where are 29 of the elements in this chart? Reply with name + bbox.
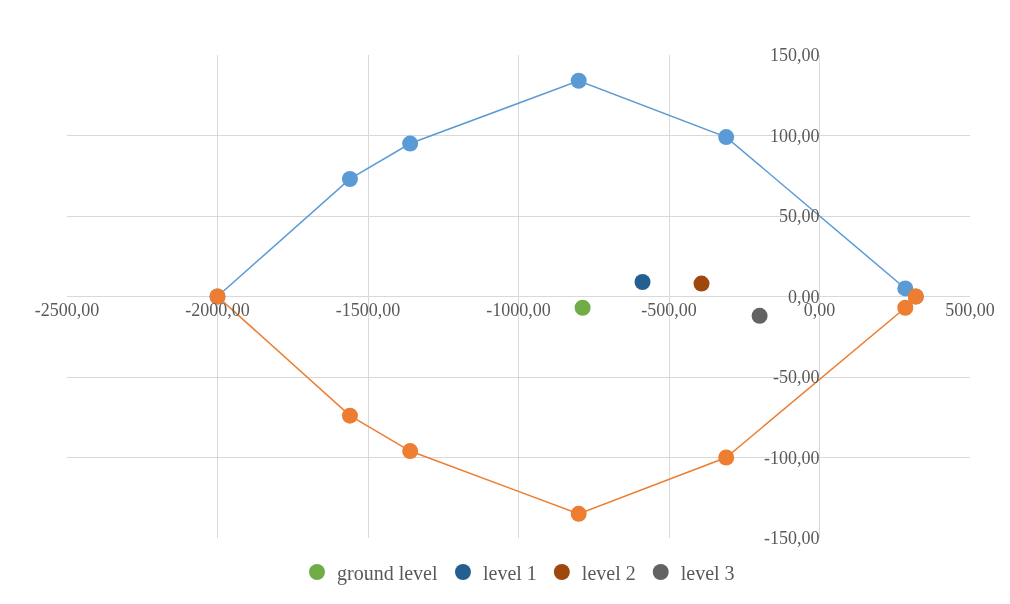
- point: [634, 274, 651, 290]
- legend-label: level 1: [482, 561, 537, 584]
- point: [693, 275, 710, 292]
- point: [574, 299, 591, 316]
- y-tick-label: -100,00: [764, 447, 820, 468]
- y-tick-label: 100,00: [770, 125, 820, 146]
- y-tick-label: 50,00: [779, 206, 820, 227]
- point: [402, 135, 419, 152]
- point: [718, 129, 735, 146]
- x-tick-label: 500,00: [945, 299, 995, 320]
- point: [402, 443, 419, 460]
- x-tick-label: -1500,00: [335, 299, 401, 320]
- y-tick-label: 150,00: [770, 45, 820, 66]
- point: [897, 280, 914, 297]
- y-tick-label: -50,00: [773, 367, 820, 388]
- point: [341, 170, 358, 187]
- point: [718, 449, 735, 466]
- point: [897, 299, 914, 316]
- legend-label: level 3: [680, 561, 735, 584]
- point: [570, 72, 587, 89]
- point: [751, 307, 768, 324]
- point: [570, 505, 587, 522]
- y-tick-label: -150,00: [764, 528, 820, 549]
- x-tick-label: -500,00: [641, 299, 697, 320]
- legend-label: level 2: [581, 561, 636, 584]
- legend-label: ground level: [337, 561, 438, 585]
- point: [341, 407, 358, 424]
- x-tick-label: -2500,00: [34, 299, 100, 320]
- x-tick-label: -1000,00: [486, 299, 551, 320]
